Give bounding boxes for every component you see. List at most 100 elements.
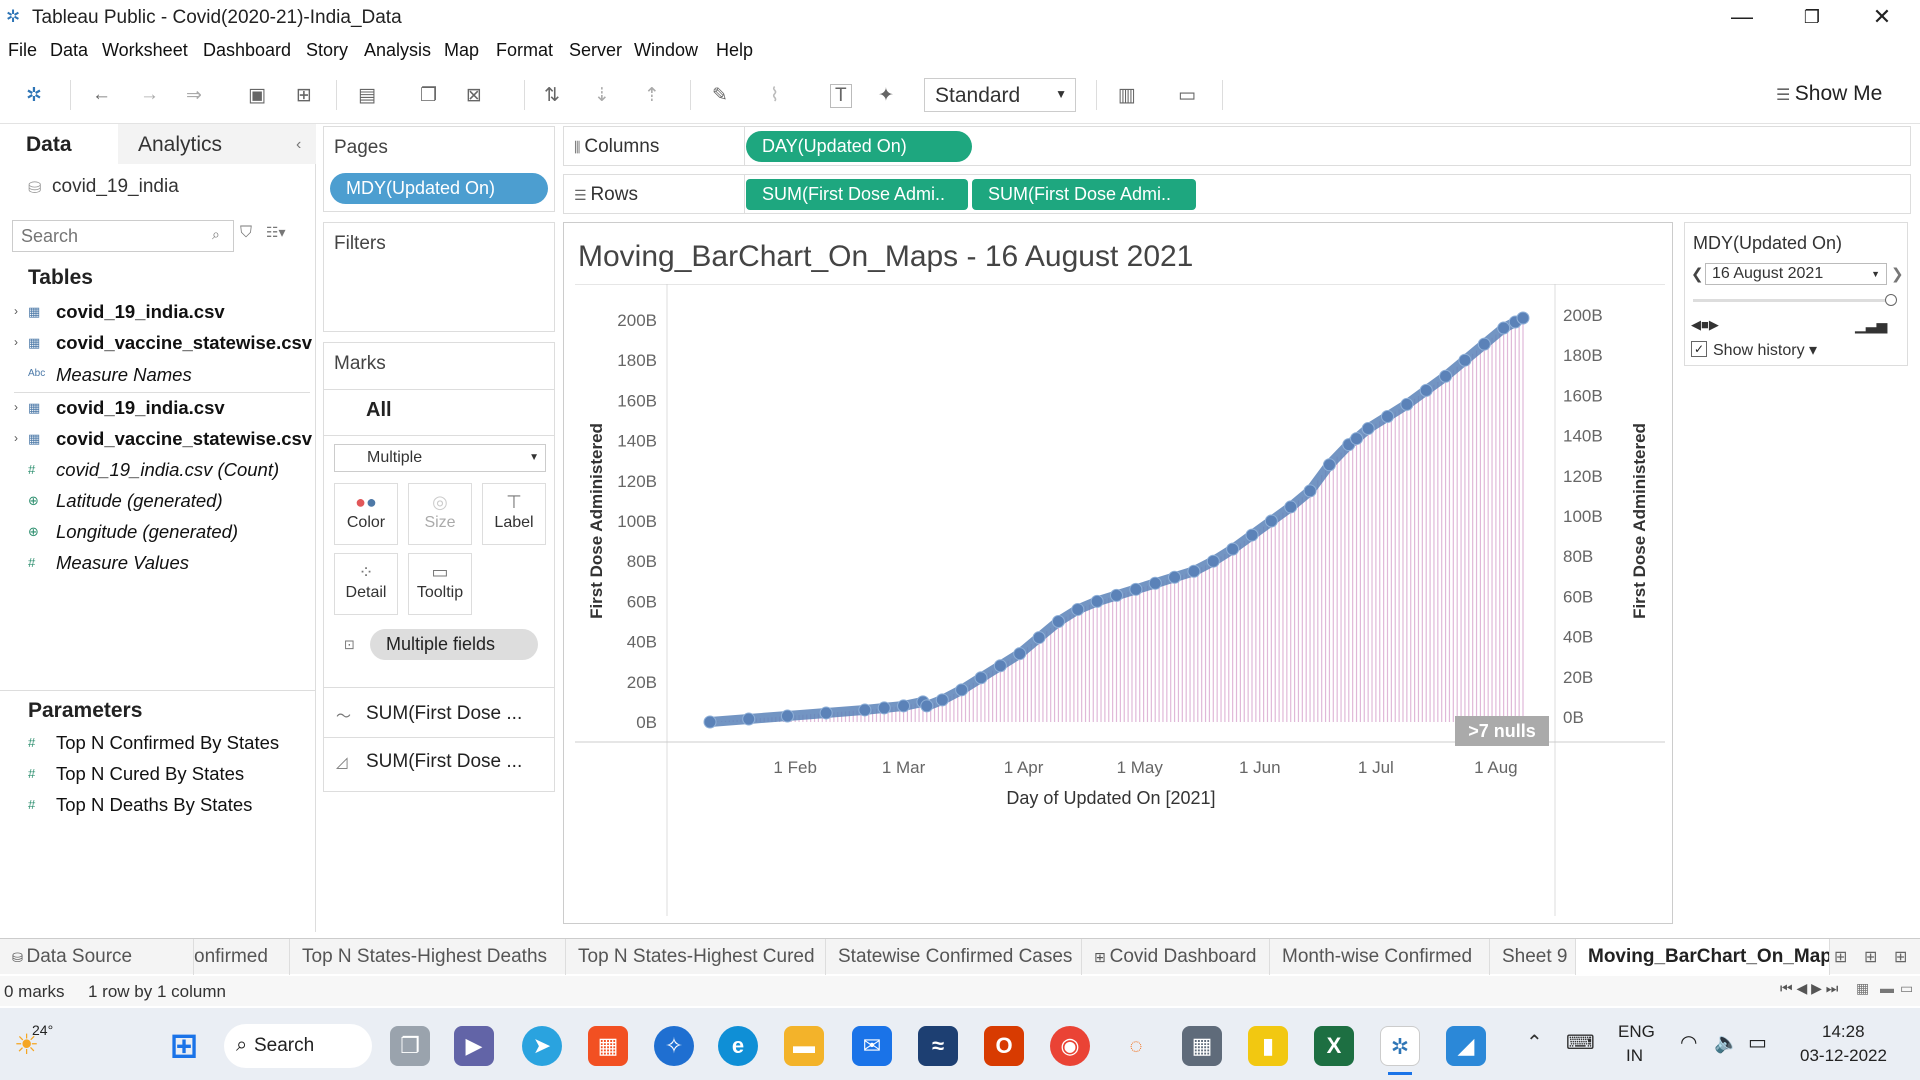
data-point[interactable] [1439, 369, 1453, 383]
data-point[interactable] [703, 715, 717, 729]
data-point[interactable] [1303, 484, 1317, 498]
show-labels-icon[interactable]: T [830, 84, 852, 108]
pages-pill[interactable]: MDY(Updated On) [330, 173, 548, 204]
rows-shelf[interactable]: ☰ Rows SUM(First Dose Admi.. SUM(First D… [563, 174, 1911, 214]
sort-descending-icon[interactable]: ⇡ [644, 85, 660, 106]
data-point[interactable] [1013, 647, 1027, 661]
data-point[interactable] [993, 659, 1007, 673]
tab-sheet[interactable]: Statewise Confirmed Cases [826, 939, 1082, 975]
sheet-sorter-icon[interactable]: ▦ [1856, 980, 1870, 996]
expand-chevron-icon[interactable]: › [14, 304, 18, 318]
save-icon[interactable]: ▣ [248, 85, 266, 106]
field-item[interactable]: covid_vaccine_statewise.csv [56, 332, 313, 353]
data-point[interactable] [935, 693, 949, 707]
volume-icon[interactable]: 🔈 [1714, 1032, 1739, 1054]
data-point[interactable] [1129, 582, 1143, 596]
menu-map[interactable]: Map [444, 40, 480, 60]
restore-button[interactable]: ❐ [1803, 7, 1821, 27]
columns-pill[interactable]: DAY(Updated On) [746, 131, 972, 162]
data-point[interactable] [1051, 615, 1065, 628]
excel-icon[interactable]: X [1314, 1026, 1354, 1066]
tab-sheet[interactable]: Sheet 9 [1490, 939, 1576, 975]
parameter-item[interactable]: Top N Deaths By States [56, 794, 253, 815]
fit-select[interactable]: Standard ▼ [924, 78, 1076, 112]
wifi-icon[interactable]: ◠ [1680, 1032, 1698, 1054]
menu-dashboard[interactable]: Dashboard [203, 40, 292, 60]
clear-sheet-icon[interactable]: ⊠ [466, 85, 482, 106]
menu-story[interactable]: Story [306, 40, 349, 60]
data-point[interactable] [1168, 570, 1182, 584]
new-datasource-icon[interactable]: ⊞ [296, 85, 312, 106]
taskbar-search[interactable]: ⌕ Search [224, 1024, 372, 1068]
safari-icon[interactable]: ✧ [654, 1026, 694, 1066]
tab-data[interactable]: Data [26, 133, 72, 156]
rows-pill[interactable]: SUM(First Dose Admi.. [746, 179, 968, 210]
parameter-item[interactable]: Top N Confirmed By States [56, 732, 280, 753]
sheet-navigation-icon[interactable]: ⏮ ◀ ▶ ⏭ [1780, 980, 1839, 996]
data-point[interactable] [1110, 588, 1123, 602]
show-hidden-icons-icon[interactable]: ⌃ [1526, 1032, 1543, 1054]
replay-icon[interactable]: ⇒ [186, 85, 202, 106]
menu-worksheet[interactable]: Worksheet [102, 40, 188, 60]
tableau-prep-icon[interactable]: ◢ [1446, 1026, 1486, 1066]
clock-date[interactable]: 03-12-2022 [1800, 1046, 1887, 1065]
language-bottom[interactable]: IN [1626, 1046, 1643, 1065]
view-options-icon[interactable]: ☷▾ [266, 224, 286, 240]
tab-dashboard[interactable]: ⊞ Covid Dashboard [1082, 939, 1270, 975]
sort-ascending-icon[interactable]: ⇣ [594, 85, 610, 106]
new-worksheet-icon[interactable]: ⊞ [1834, 949, 1848, 966]
previous-page-icon[interactable]: ❮ [1691, 266, 1704, 283]
keyboard-icon[interactable]: ⌨ [1566, 1032, 1595, 1054]
presentation-mode-icon[interactable]: ▭ [1178, 85, 1196, 106]
data-point[interactable] [858, 703, 872, 717]
language-top[interactable]: ENG [1618, 1022, 1655, 1041]
data-point[interactable] [1206, 554, 1220, 568]
expand-chevron-icon[interactable]: › [14, 335, 18, 349]
field-item[interactable]: covid_19_india.csv [56, 397, 225, 418]
page-slider-track[interactable] [1693, 299, 1889, 302]
calculator-icon[interactable]: ▦ [1182, 1026, 1222, 1066]
data-point[interactable] [1516, 311, 1530, 325]
label-button[interactable]: ⊤ Label [482, 483, 546, 545]
chrome-icon[interactable]: ◉ [1050, 1026, 1090, 1066]
menu-window[interactable]: Window [634, 40, 699, 60]
show-cards-icon[interactable]: ▥ [1118, 85, 1136, 106]
data-point[interactable] [780, 709, 794, 723]
expand-chevron-icon[interactable]: › [14, 400, 18, 414]
filmstrip-icon[interactable]: ▬ [1880, 980, 1894, 996]
data-point[interactable] [1090, 594, 1104, 608]
swap-icon[interactable]: ⇅ [544, 85, 560, 106]
tab-analytics[interactable]: Analytics [118, 124, 316, 164]
playback-speed-icon[interactable]: ▁▃▅ [1855, 317, 1888, 333]
data-point[interactable] [1497, 321, 1511, 335]
expand-chevron-icon[interactable]: › [14, 431, 18, 445]
playback-controls-icon[interactable]: ◀■▶ [1691, 317, 1719, 332]
data-point[interactable] [1350, 432, 1364, 446]
task-view-icon[interactable]: ❐ [390, 1026, 430, 1066]
teams-icon[interactable]: ▶ [454, 1026, 494, 1066]
weather-icon[interactable]: ☀ [14, 1029, 40, 1060]
battery-icon[interactable]: ▭ [1748, 1032, 1767, 1054]
data-point[interactable] [877, 701, 891, 715]
menu-help[interactable]: Help [716, 40, 754, 60]
field-item[interactable]: Longitude (generated) [56, 521, 239, 542]
data-point[interactable] [742, 712, 756, 726]
new-worksheet-icon[interactable]: ▤ [358, 85, 376, 106]
field-item[interactable]: covid_vaccine_statewise.csv [56, 428, 313, 449]
redo-icon[interactable]: → [140, 84, 159, 105]
data-point[interactable] [1245, 528, 1259, 542]
data-point[interactable] [1226, 542, 1240, 556]
tab-sheet[interactable]: Month-wise Confirmed [1270, 939, 1490, 975]
tab-data-source[interactable]: ⛁ Data Source [0, 939, 194, 975]
tab-sheet-active[interactable]: Moving_BarChart_On_Maps [1576, 939, 1830, 975]
field-item[interactable]: Measure Names [56, 364, 192, 385]
data-point[interactable] [1187, 564, 1201, 578]
data-point[interactable] [1322, 458, 1336, 472]
rows-pill[interactable]: SUM(First Dose Admi.. [972, 179, 1196, 210]
field-item[interactable]: Measure Values [56, 552, 189, 573]
parameter-item[interactable]: Top N Cured By States [56, 763, 245, 784]
data-point[interactable] [1458, 353, 1472, 367]
new-story-icon[interactable]: ⊞ [1894, 949, 1908, 966]
tab-sheet[interactable]: Top N States-Highest Cured [566, 939, 826, 975]
store-icon[interactable]: ▦ [588, 1026, 628, 1066]
